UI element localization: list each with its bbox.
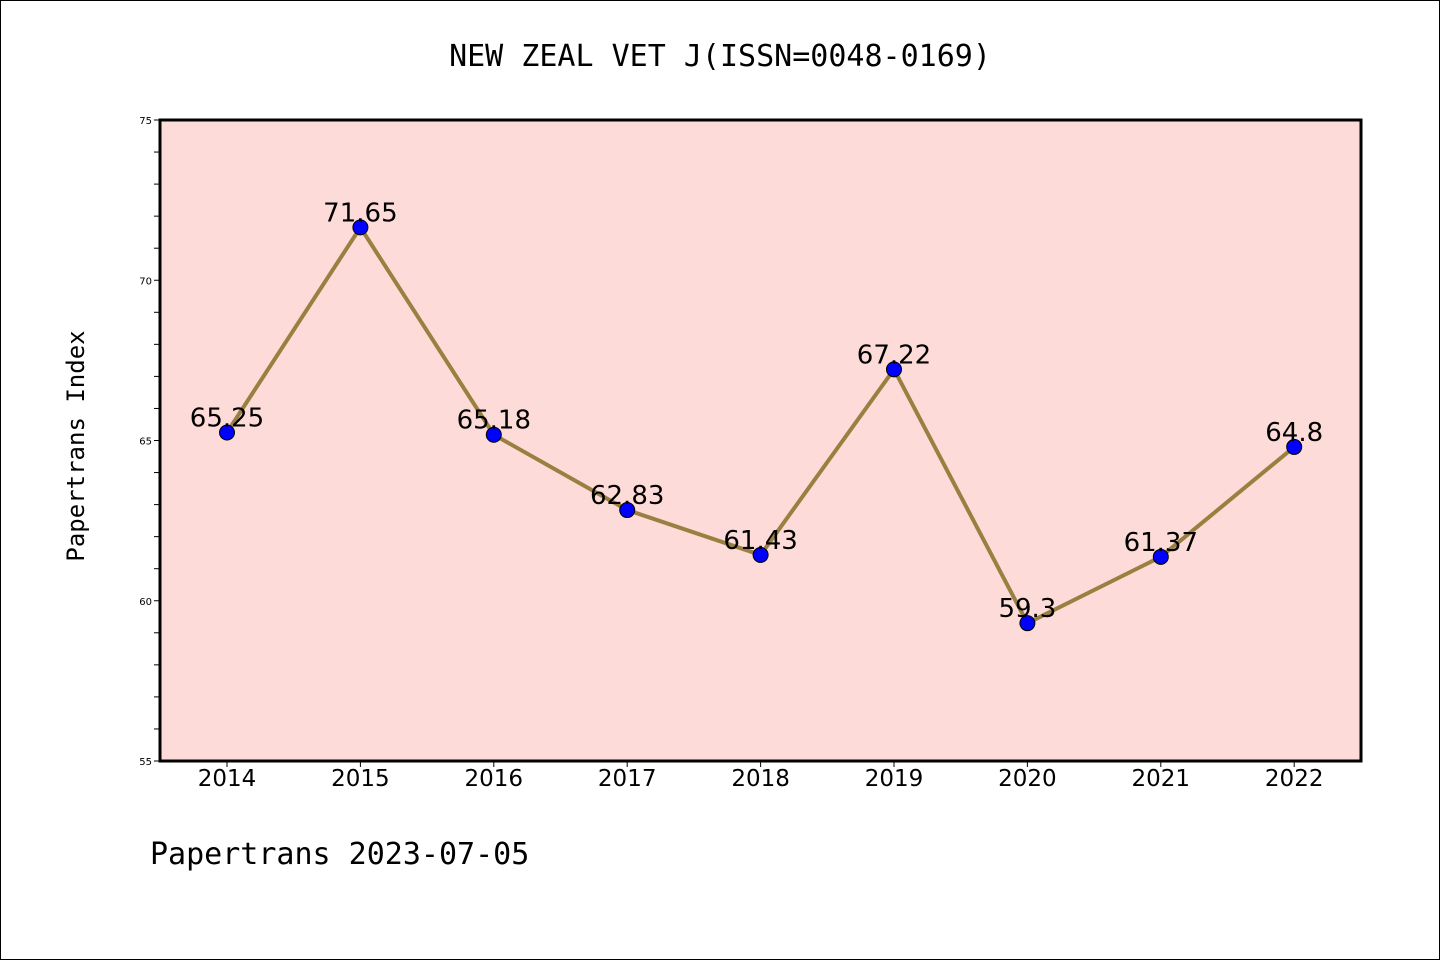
data-label-2021: 61.37 bbox=[1124, 528, 1198, 558]
data-point-2014 bbox=[219, 424, 235, 441]
data-label-2015: 71.65 bbox=[323, 198, 397, 228]
x-tick-label: 2016 bbox=[465, 766, 524, 792]
x-tick-label: 2017 bbox=[598, 766, 657, 792]
y-axis-label: Papertrans Index bbox=[62, 330, 90, 561]
x-tick-label: 2014 bbox=[198, 766, 257, 792]
y-tick-label: 55 bbox=[139, 757, 152, 768]
data-point-2017 bbox=[619, 502, 636, 519]
data-label-2020: 59.3 bbox=[998, 594, 1056, 624]
x-tick-label: 2022 bbox=[1265, 766, 1324, 792]
data-point-2015 bbox=[352, 219, 369, 236]
x-tick-label: 2020 bbox=[998, 766, 1057, 792]
data-label-2019: 67.22 bbox=[857, 340, 931, 370]
chart-title: NEW ZEAL VET J(ISSN=0048-0169) bbox=[449, 39, 991, 74]
x-tick-label: 2018 bbox=[731, 766, 790, 792]
x-tick-label: 2015 bbox=[331, 766, 390, 792]
data-point-2018 bbox=[752, 546, 769, 563]
data-point-2021 bbox=[1152, 548, 1169, 565]
data-labels: 65.25 71.65 65.18 62.83 61.43 67.22 59.3 61.37 6… bbox=[190, 198, 1323, 624]
data-label-2017: 62.83 bbox=[590, 481, 664, 511]
y-axis: 55 60 65 70 75 bbox=[139, 116, 160, 768]
data-point-2019 bbox=[886, 361, 902, 378]
x-tick-label: 2021 bbox=[1132, 766, 1191, 792]
data-point-2016 bbox=[485, 426, 502, 443]
data-label-2014: 65.25 bbox=[190, 403, 264, 433]
y-minor-ticks bbox=[154, 151, 160, 730]
data-label-2016: 65.18 bbox=[457, 406, 531, 436]
data-label-2018: 61.43 bbox=[723, 526, 797, 556]
data-label-2022: 64.8 bbox=[1265, 418, 1323, 448]
y-tick-label: 60 bbox=[139, 597, 152, 608]
y-tick-label: 65 bbox=[139, 437, 152, 448]
y-tick-label: 75 bbox=[139, 116, 152, 127]
x-axis: 2014 2015 2016 2017 2018 2019 2020 2021 2022 bbox=[198, 761, 1324, 792]
x-tick-label: 2019 bbox=[865, 766, 924, 792]
data-point-2020 bbox=[1019, 615, 1036, 632]
data-point-2022 bbox=[1286, 438, 1303, 455]
footer-text: Papertrans 2023-07-05 bbox=[150, 837, 529, 872]
data-markers bbox=[219, 219, 1303, 632]
y-tick-label: 70 bbox=[139, 276, 152, 287]
